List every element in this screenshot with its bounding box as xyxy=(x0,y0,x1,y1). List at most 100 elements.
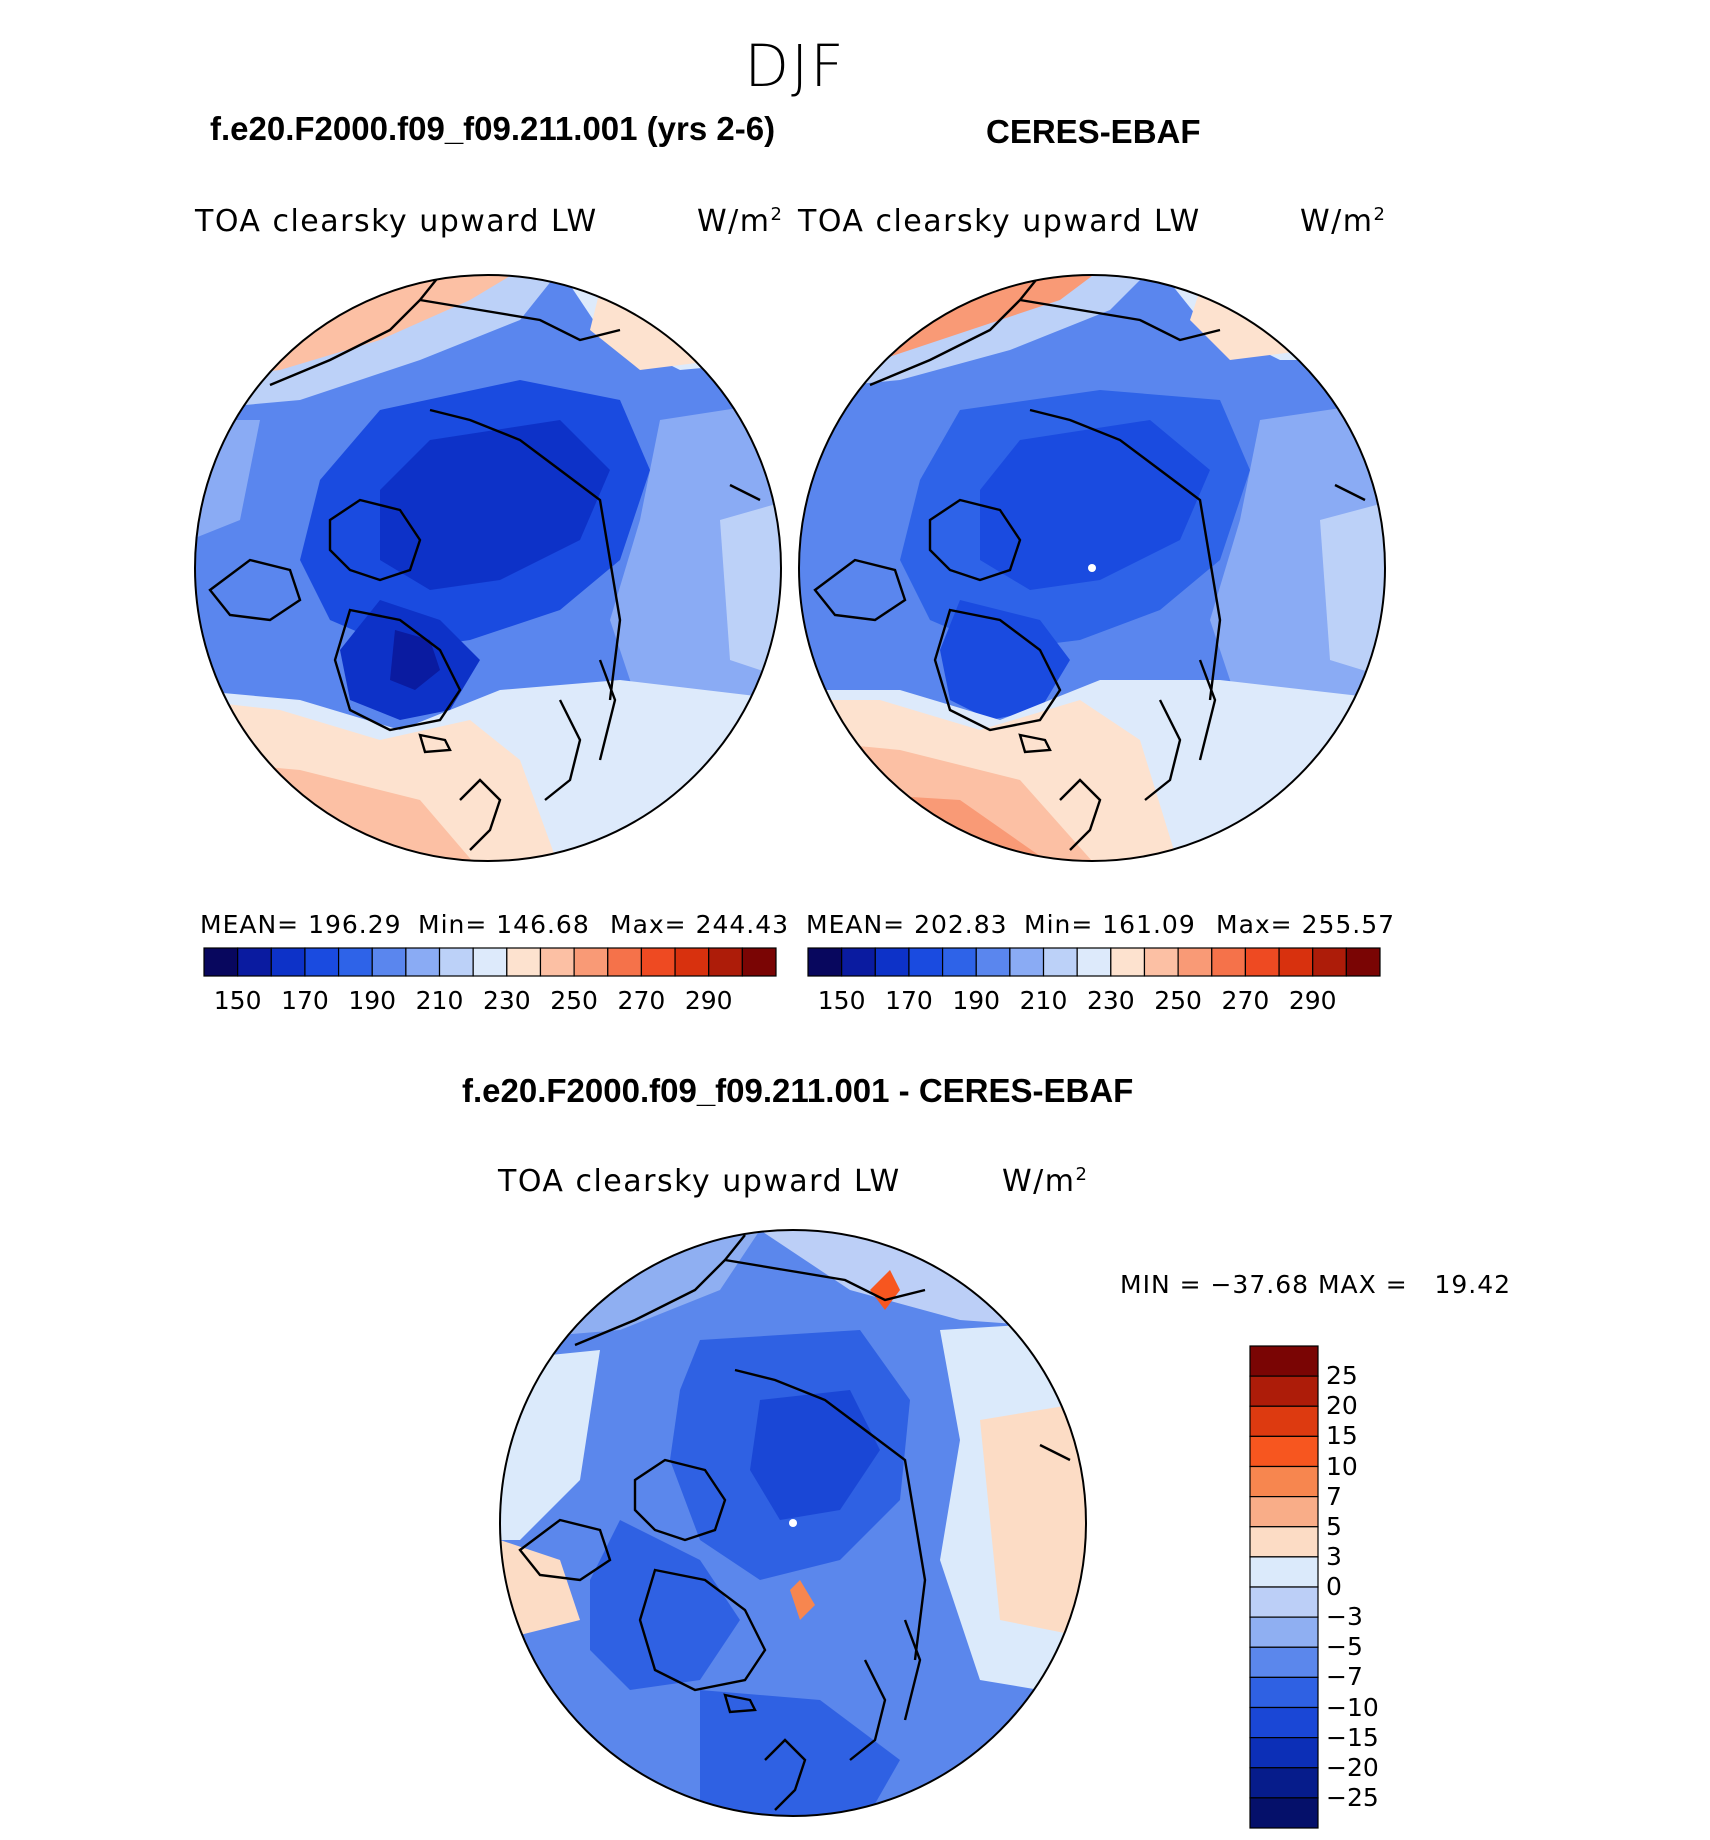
difference-colorbar-label: 25 xyxy=(1326,1361,1358,1391)
difference-minmax-label: MIN = −37.68 MAX = 19.42 xyxy=(1120,1270,1512,1299)
model-colorbar-tick-label: 250 xyxy=(550,986,598,1015)
model-colorbar-tick-label: 190 xyxy=(348,986,397,1015)
model-colorbar-swatch xyxy=(506,947,542,977)
difference-colorbar-swatch xyxy=(1249,1616,1319,1648)
difference-colorbar-swatch xyxy=(1249,1556,1319,1588)
difference-colorbar-swatch xyxy=(1249,1646,1319,1678)
model-variable-label: TOA clearsky upward LW xyxy=(195,204,598,239)
difference-colorbar-swatch xyxy=(1249,1465,1319,1498)
obs-colorbar-swatch xyxy=(1177,947,1213,977)
obs-pole-marker xyxy=(1088,564,1096,572)
obs-colorbar-swatch xyxy=(1143,947,1179,977)
model-colorbar-swatch xyxy=(371,947,407,977)
obs-variable-label: TOA clearsky upward LW xyxy=(798,204,1201,239)
model-min-stat: Min= 146.68 xyxy=(418,910,590,939)
model-colorbar-swatch xyxy=(741,947,777,977)
obs-mean-stat: MEAN= 202.83 xyxy=(806,910,1008,939)
model-colorbar-swatch xyxy=(237,947,272,977)
obs-colorbar-tick-label: 270 xyxy=(1221,986,1270,1015)
difference-colorbar-label: −25 xyxy=(1326,1782,1379,1812)
model-colorbar-tick-label: 270 xyxy=(617,986,666,1015)
obs-colorbar-swatch xyxy=(941,947,977,977)
model-case-title: f.e20.F2000.f09_f09.211.001 (yrs 2-6) xyxy=(210,110,776,147)
model-max-stat: Max= 244.43 xyxy=(610,910,790,939)
model-colorbar-swatch xyxy=(304,947,340,977)
obs-colorbar-tick-label: 190 xyxy=(952,986,1001,1015)
difference-colorbar-swatch xyxy=(1249,1435,1319,1468)
obs-colorbar-swatch xyxy=(1042,947,1078,977)
model-colorbar-swatch xyxy=(270,947,306,977)
obs-colorbar-swatch xyxy=(975,947,1011,977)
model-colorbar-tick-label: 230 xyxy=(482,986,531,1015)
difference-colorbar-swatch xyxy=(1249,1526,1319,1558)
season-title: DJF xyxy=(744,32,846,100)
difference-colorbar-label: 7 xyxy=(1326,1481,1342,1511)
obs-colorbar-swatch xyxy=(841,947,876,977)
model-colorbar-swatch xyxy=(539,947,575,977)
difference-colorbar-label: 0 xyxy=(1326,1572,1342,1601)
model-colorbar-swatch xyxy=(337,947,373,977)
difference-colorbar-swatch xyxy=(1249,1767,1319,1799)
obs-max-stat: Max= 255.57 xyxy=(1216,910,1396,939)
obs-colorbar-swatch xyxy=(807,947,843,977)
difference-colorbar-swatch xyxy=(1249,1676,1319,1709)
model-colorbar-swatch xyxy=(573,947,609,977)
obs-colorbar-swatch xyxy=(1211,947,1247,977)
difference-title: f.e20.F2000.f09_f09.211.001 - CERES-EBAF xyxy=(462,1072,1134,1109)
difference-coastlines xyxy=(518,1234,1071,1811)
obs-colorbar-swatch xyxy=(1110,947,1146,977)
difference-colorbar-swatch xyxy=(1249,1375,1319,1407)
obs-map-border xyxy=(798,274,1386,862)
difference-colorbar-swatch xyxy=(1249,1496,1319,1528)
model-units-label: W/m2 xyxy=(697,204,784,239)
model-colorbar-swatch xyxy=(607,947,643,977)
model-polar-map xyxy=(195,275,781,861)
obs-colorbar-tick-label: 170 xyxy=(885,986,933,1015)
difference-pole-marker xyxy=(789,1519,797,1527)
difference-units-label: W/m2 xyxy=(1002,1164,1089,1199)
obs-colorbar-swatch xyxy=(1278,947,1314,977)
difference-colorbar-swatch xyxy=(1249,1586,1319,1618)
model-colorbar-swatch xyxy=(640,947,676,977)
model-colorbar-swatch xyxy=(438,947,474,977)
difference-colorbar-swatch xyxy=(1249,1737,1319,1769)
obs-colorbar-tick-label: 150 xyxy=(817,986,866,1015)
obs-units-label: W/m2 xyxy=(1300,204,1387,239)
obs-colorbar-tick-label: 290 xyxy=(1288,986,1337,1015)
difference-variable-label: TOA clearsky upward LW xyxy=(498,1164,901,1199)
difference-colorbar-label: 10 xyxy=(1326,1451,1358,1481)
model-colorbar-swatch xyxy=(472,947,508,977)
difference-colorbar-swatch xyxy=(1249,1797,1319,1829)
obs-colorbar-swatch xyxy=(1345,947,1381,977)
model-mean-stat: MEAN= 196.29 xyxy=(200,910,402,939)
obs-colorbar-swatch xyxy=(1312,947,1347,977)
model-colorbar-swatch xyxy=(708,947,743,977)
difference-colorbar xyxy=(1249,1345,1319,1829)
difference-colorbar-label: 5 xyxy=(1326,1511,1342,1541)
obs-min-stat: Min= 161.09 xyxy=(1024,910,1196,939)
model-colorbar-swatch xyxy=(203,947,239,977)
obs-colorbar-tick-label: 230 xyxy=(1086,986,1135,1015)
obs-colorbar-swatch xyxy=(1009,947,1045,977)
difference-colorbar-label: −20 xyxy=(1326,1752,1379,1782)
model-colorbar-tick-label: 150 xyxy=(213,986,262,1015)
difference-colorbar-label: −3 xyxy=(1326,1602,1363,1632)
obs-colorbar-swatch xyxy=(1244,947,1280,977)
difference-colorbar-label: −7 xyxy=(1326,1662,1363,1692)
difference-colorbar-label: −5 xyxy=(1326,1632,1363,1662)
obs-colorbar-tick-label: 210 xyxy=(1019,986,1068,1015)
difference-colorbar-label: −10 xyxy=(1326,1692,1379,1722)
model-coastlines xyxy=(208,275,761,851)
model-colorbar-tick-label: 290 xyxy=(684,986,733,1015)
difference-colorbar-label: 15 xyxy=(1326,1421,1358,1451)
model-map-border xyxy=(194,274,782,862)
model-colorbar xyxy=(203,947,777,977)
model-colorbar-swatch xyxy=(674,947,710,977)
difference-colorbar-swatch xyxy=(1249,1706,1319,1739)
obs-colorbar-swatch xyxy=(1076,947,1112,977)
difference-colorbar-label: 20 xyxy=(1326,1391,1358,1421)
obs-colorbar-tick-label: 250 xyxy=(1154,986,1202,1015)
difference-colorbar-swatch xyxy=(1249,1345,1319,1377)
model-colorbar-tick-label: 170 xyxy=(281,986,329,1015)
